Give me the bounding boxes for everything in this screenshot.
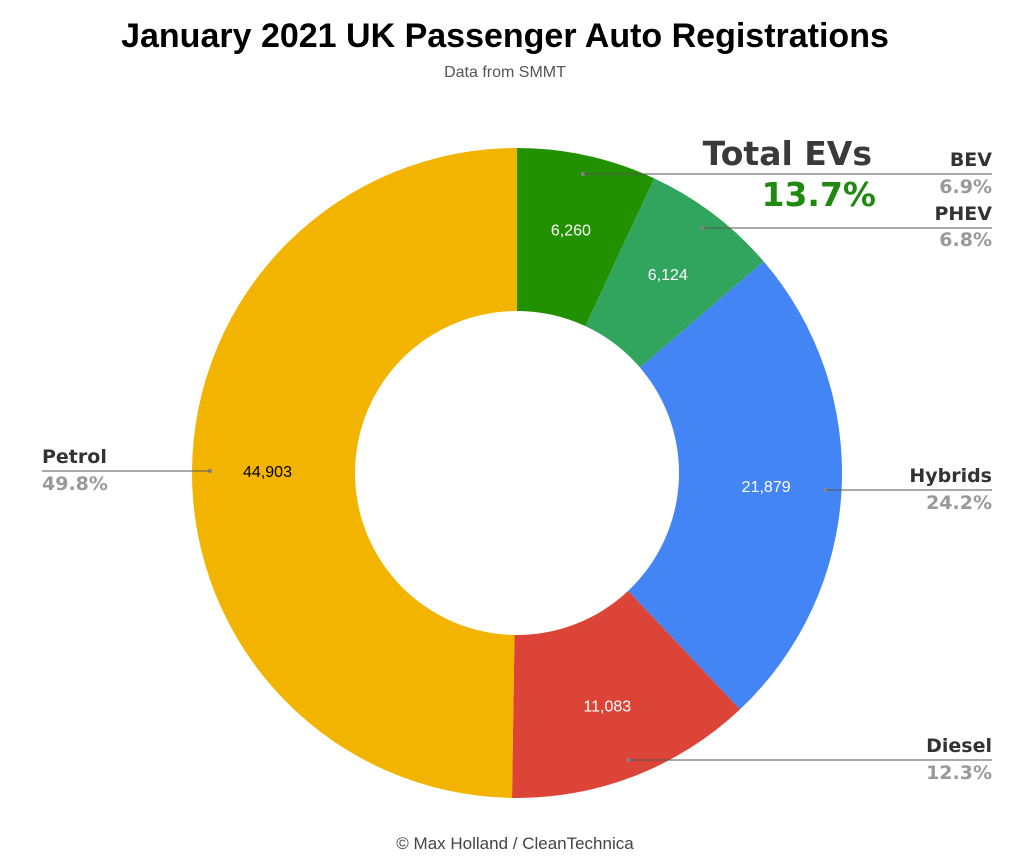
slice-category-labels: BEV 6.9% PHEV 6.8% Hybrids 24.2% Diesel 12.3% Pe… <box>42 149 992 784</box>
chart-credit: © Max Holland / CleanTechnica <box>396 834 634 853</box>
slice-value-diesel: 11,083 <box>583 699 631 716</box>
category-label-phev: PHEV <box>934 203 992 225</box>
category-percent-petrol: 49.8% <box>42 473 108 495</box>
slice-value-bev: 6,260 <box>551 222 591 239</box>
chart-subtitle: Data from SMMT <box>444 64 566 81</box>
slice-value-hybrids: 21,879 <box>742 479 791 496</box>
slice-value-phev: 6,124 <box>648 267 688 284</box>
slice-bev <box>517 148 655 327</box>
slice-value-labels: 6,260 6,124 21,879 11,083 44,903 <box>243 222 791 715</box>
category-label-bev: BEV <box>950 149 992 171</box>
category-percent-phev: 6.8% <box>939 229 992 251</box>
category-label-hybrids: Hybrids <box>909 465 992 487</box>
category-label-diesel: Diesel <box>926 735 992 757</box>
slice-leader-lines <box>42 171 992 763</box>
slice-diesel <box>511 590 740 798</box>
category-percent-diesel: 12.3% <box>926 762 992 784</box>
category-percent-bev: 6.9% <box>939 176 992 198</box>
slice-hybrids <box>628 261 842 710</box>
chart-title: January 2021 UK Passenger Auto Registrat… <box>121 17 889 55</box>
donut-slices <box>192 148 842 798</box>
total-evs-value: 13.7% <box>762 175 877 214</box>
slice-petrol <box>192 148 517 798</box>
slice-phev <box>585 178 764 368</box>
category-percent-hybrids: 24.2% <box>926 492 992 514</box>
slice-value-petrol: 44,903 <box>243 464 292 481</box>
category-label-petrol: Petrol <box>42 446 107 468</box>
total-evs-label: Total EVs <box>703 134 872 173</box>
